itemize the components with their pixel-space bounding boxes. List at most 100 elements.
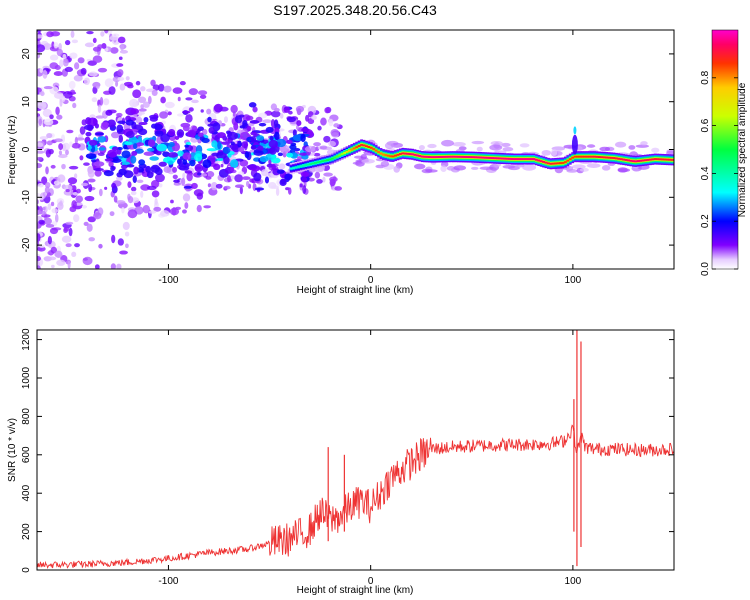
heat-cluster	[111, 182, 117, 189]
heat-speckle	[47, 203, 52, 211]
heat-speckle	[199, 94, 207, 99]
heat-speckle	[92, 37, 97, 44]
heat-speckle	[311, 115, 317, 120]
colorbar-tick-label: 0.0	[700, 262, 711, 276]
heat-cluster	[250, 131, 257, 136]
ridge-segment	[352, 147, 356, 150]
heat-cluster	[105, 109, 113, 116]
heat-cluster	[270, 157, 281, 164]
ridge-segment	[406, 152, 410, 155]
ridge-segment	[328, 158, 332, 161]
heat-halo	[635, 144, 650, 148]
heat-speckle	[223, 116, 229, 123]
heat-speckle	[91, 97, 98, 103]
heat-cluster	[125, 119, 135, 126]
ridge-segment	[440, 155, 444, 158]
ridge-segment	[471, 156, 475, 159]
ridge-segment	[627, 159, 630, 162]
ridge-segment	[432, 156, 436, 159]
heat-cluster	[143, 151, 155, 156]
heat-cluster	[146, 147, 155, 152]
heat-speckle	[81, 205, 88, 209]
heat-speckle	[37, 193, 41, 198]
heat-speckle	[83, 77, 90, 86]
ridge-segment	[576, 155, 579, 158]
heat-cluster	[300, 171, 310, 177]
heat-speckle	[130, 190, 137, 196]
heat-speckle	[140, 184, 151, 191]
ridge-segment	[566, 159, 570, 162]
ridge-segment	[515, 158, 519, 161]
heat-speckle	[177, 96, 181, 102]
heat-speckle	[60, 134, 66, 144]
y-tick-label: 1200	[21, 328, 32, 351]
heat-speckle	[71, 142, 81, 149]
ridge-segment	[496, 157, 499, 160]
ridge-segment	[306, 163, 310, 166]
x-tick-label: -100	[158, 275, 178, 286]
heat-speckle	[135, 80, 141, 86]
heat-speckle	[80, 67, 87, 75]
heat-speckle	[59, 98, 63, 107]
heat-halo	[586, 144, 596, 148]
heat-cluster	[216, 132, 226, 139]
heat-speckle	[157, 83, 165, 92]
heat-speckle	[99, 188, 103, 197]
heat-speckle	[160, 96, 166, 104]
heat-speckle	[167, 111, 172, 116]
ridge-segment	[415, 154, 419, 157]
heat-cluster	[85, 117, 92, 125]
heat-cluster	[207, 116, 212, 123]
heat-cluster	[189, 159, 196, 167]
heat-speckle	[37, 34, 44, 39]
ridge-segment	[355, 146, 359, 149]
heat-speckle	[87, 168, 95, 178]
y-tick-label: 10	[21, 96, 32, 108]
heat-speckle	[154, 198, 158, 205]
heat-speckle	[111, 234, 116, 244]
colorbar-tick-label: 0.8	[700, 70, 711, 84]
ridge-segment	[350, 148, 354, 151]
heat-speckle	[117, 238, 124, 246]
snr-frame	[36, 329, 675, 571]
heat-cluster	[167, 128, 176, 137]
heat-cluster	[299, 152, 307, 156]
heat-speckle	[197, 90, 208, 96]
ridge-segment	[343, 151, 346, 154]
heat-speckle	[46, 140, 53, 146]
spectrogram-blobs	[37, 30, 674, 269]
ridge-segment	[447, 155, 451, 158]
heat-speckle	[270, 118, 276, 128]
heat-speckle	[48, 256, 57, 261]
ridge-segment	[556, 162, 560, 165]
heat-speckle	[136, 179, 144, 183]
ridge-segment	[580, 155, 584, 158]
heat-speckle	[120, 43, 125, 51]
heat-speckle	[138, 108, 147, 112]
ridge-segment	[413, 153, 417, 156]
spectrogram-y-label: Frequency (Hz)	[7, 116, 18, 185]
colorbar-tick-label: 0.6	[700, 118, 711, 132]
heat-speckle	[159, 111, 169, 119]
ridge-segment	[663, 158, 667, 161]
heat-speckle	[329, 176, 338, 183]
heat-cluster	[150, 164, 161, 173]
heat-cluster	[269, 146, 277, 155]
heat-speckle	[230, 104, 238, 114]
ridge-segment	[583, 155, 587, 158]
heat-speckle	[42, 206, 46, 211]
heat-speckle	[77, 57, 85, 64]
ridge-segment	[464, 155, 468, 158]
heat-cluster	[230, 159, 239, 169]
y-tick-label: 200	[21, 523, 32, 540]
heat-speckle	[122, 221, 130, 231]
heat-cluster	[202, 159, 212, 168]
heat-speckle	[81, 182, 89, 187]
ridge-segment	[454, 155, 458, 158]
heat-cluster	[177, 150, 184, 157]
ridge-segment	[323, 159, 327, 162]
heat-speckle	[58, 143, 64, 151]
heat-speckle	[37, 233, 41, 242]
ridge-segment	[338, 154, 342, 157]
